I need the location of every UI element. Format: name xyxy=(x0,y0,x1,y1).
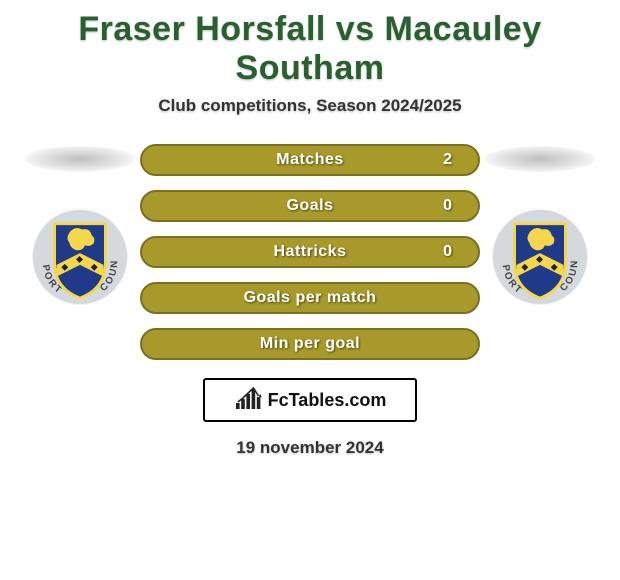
stat-label: Goals per match xyxy=(244,289,377,307)
brand-badge: FcTables.com xyxy=(203,378,417,422)
stat-label: Goals xyxy=(287,197,334,215)
main-content-row: PORT COUNT Matches2Goals0Hattricks0Goals… xyxy=(0,144,620,360)
stat-row: Hattricks 0 xyxy=(140,236,480,268)
stat-row: Min per goal xyxy=(140,328,480,360)
brand-text: FcTables.com xyxy=(268,390,387,411)
stat-label: Min per goal xyxy=(260,335,360,353)
stat-value: 2 xyxy=(443,151,452,169)
player-shadow-ellipse xyxy=(25,146,135,172)
stat-row: Goals per match xyxy=(140,282,480,314)
stat-row: Goals 0 xyxy=(140,190,480,222)
subtitle: Club competitions, Season 2024/2025 xyxy=(0,96,620,116)
club-crest-right: PORT COUNT xyxy=(491,208,589,311)
stat-value: 0 xyxy=(443,197,452,215)
stat-row: Matches 2 xyxy=(140,144,480,176)
page-title: Fraser Horsfall vs Macauley Southam xyxy=(0,0,620,88)
left-player-column: PORT COUNT xyxy=(20,144,140,311)
stat-value: 0 xyxy=(443,243,452,261)
stats-column: Matches 2 Goals 0 Hattricks 0 Goals per match M… xyxy=(140,144,480,360)
brand-chart-icon xyxy=(234,387,262,414)
stat-label: Hattricks xyxy=(274,243,347,261)
player-shadow-ellipse xyxy=(485,146,595,172)
date-line: 19 november 2024 xyxy=(0,438,620,458)
right-player-column: PORT COUNT xyxy=(480,144,600,311)
stat-label: Matches xyxy=(276,151,344,169)
club-crest-left: PORT COUNT xyxy=(31,208,129,311)
